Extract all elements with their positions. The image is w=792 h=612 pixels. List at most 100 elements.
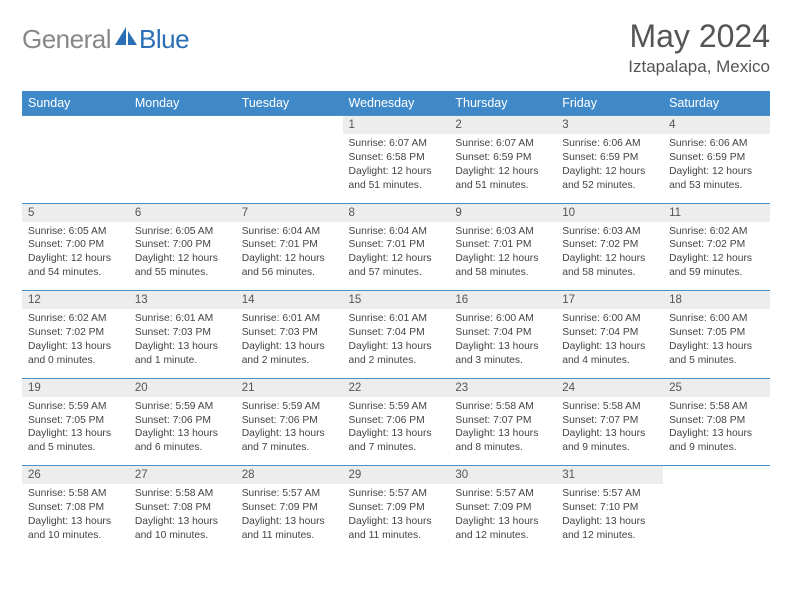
day-number-cell: 26 xyxy=(22,466,129,485)
sunrise-line: Sunrise: 5:59 AM xyxy=(349,400,444,414)
sunrise-line: Sunrise: 5:58 AM xyxy=(562,400,657,414)
day-number-cell: 22 xyxy=(343,378,450,397)
daylight-line: Daylight: 12 hours and 55 minutes. xyxy=(135,252,230,280)
sunrise-line: Sunrise: 5:57 AM xyxy=(349,487,444,501)
day-number-cell: 18 xyxy=(663,291,770,310)
sunset-line: Sunset: 7:02 PM xyxy=(562,238,657,252)
day-data-cell: Sunrise: 6:03 AMSunset: 7:02 PMDaylight:… xyxy=(556,222,663,291)
day-number-cell: 27 xyxy=(129,466,236,485)
sunrise-line: Sunrise: 6:03 AM xyxy=(455,225,550,239)
sunset-line: Sunset: 7:03 PM xyxy=(135,326,230,340)
sunrise-line: Sunrise: 6:04 AM xyxy=(349,225,444,239)
daylight-line: Daylight: 13 hours and 10 minutes. xyxy=(28,515,123,543)
day-number-cell: 4 xyxy=(663,116,770,135)
day-number-cell: 25 xyxy=(663,378,770,397)
day-number-cell: 5 xyxy=(22,203,129,222)
day-number-cell: 15 xyxy=(343,291,450,310)
day-number-cell: 3 xyxy=(556,116,663,135)
daylight-line: Daylight: 13 hours and 11 minutes. xyxy=(349,515,444,543)
daylight-line: Daylight: 13 hours and 10 minutes. xyxy=(135,515,230,543)
logo-text-gray: General xyxy=(22,24,111,55)
day-data-row: Sunrise: 6:02 AMSunset: 7:02 PMDaylight:… xyxy=(22,309,770,378)
daylight-line: Daylight: 13 hours and 9 minutes. xyxy=(562,427,657,455)
sunset-line: Sunset: 7:06 PM xyxy=(349,414,444,428)
daylight-line: Daylight: 13 hours and 9 minutes. xyxy=(669,427,764,455)
day-number-cell: 24 xyxy=(556,378,663,397)
sunrise-line: Sunrise: 6:01 AM xyxy=(135,312,230,326)
day-data-cell xyxy=(663,484,770,553)
sunset-line: Sunset: 7:04 PM xyxy=(455,326,550,340)
day-number-cell: 19 xyxy=(22,378,129,397)
sunrise-line: Sunrise: 5:58 AM xyxy=(28,487,123,501)
sunrise-line: Sunrise: 6:01 AM xyxy=(349,312,444,326)
day-number-cell: 9 xyxy=(449,203,556,222)
day-number-cell: 17 xyxy=(556,291,663,310)
daylight-line: Daylight: 12 hours and 53 minutes. xyxy=(669,165,764,193)
sunrise-line: Sunrise: 6:04 AM xyxy=(242,225,337,239)
daylight-line: Daylight: 12 hours and 51 minutes. xyxy=(349,165,444,193)
sunrise-line: Sunrise: 5:57 AM xyxy=(242,487,337,501)
sunset-line: Sunset: 7:07 PM xyxy=(455,414,550,428)
daylight-line: Daylight: 13 hours and 0 minutes. xyxy=(28,340,123,368)
sunset-line: Sunset: 7:01 PM xyxy=(242,238,337,252)
day-data-cell: Sunrise: 6:05 AMSunset: 7:00 PMDaylight:… xyxy=(22,222,129,291)
location-label: Iztapalapa, Mexico xyxy=(628,57,770,77)
logo-text-blue: Blue xyxy=(139,24,189,55)
daylight-line: Daylight: 12 hours and 57 minutes. xyxy=(349,252,444,280)
sunset-line: Sunset: 7:04 PM xyxy=(562,326,657,340)
sunset-line: Sunset: 7:06 PM xyxy=(135,414,230,428)
calendar-header: SundayMondayTuesdayWednesdayThursdayFrid… xyxy=(22,91,770,116)
daylight-line: Daylight: 13 hours and 5 minutes. xyxy=(28,427,123,455)
day-data-cell: Sunrise: 5:58 AMSunset: 7:08 PMDaylight:… xyxy=(22,484,129,553)
sunset-line: Sunset: 7:09 PM xyxy=(242,501,337,515)
day-number-cell: 21 xyxy=(236,378,343,397)
daylight-line: Daylight: 13 hours and 3 minutes. xyxy=(455,340,550,368)
day-data-cell: Sunrise: 6:06 AMSunset: 6:59 PMDaylight:… xyxy=(556,134,663,203)
day-number-cell: 12 xyxy=(22,291,129,310)
day-data-cell: Sunrise: 6:07 AMSunset: 6:59 PMDaylight:… xyxy=(449,134,556,203)
day-data-cell: Sunrise: 6:06 AMSunset: 6:59 PMDaylight:… xyxy=(663,134,770,203)
day-number-row: 12131415161718 xyxy=(22,291,770,310)
day-number-cell: 1 xyxy=(343,116,450,135)
day-data-cell: Sunrise: 5:59 AMSunset: 7:05 PMDaylight:… xyxy=(22,397,129,466)
daylight-line: Daylight: 12 hours and 58 minutes. xyxy=(562,252,657,280)
weekday-header: Friday xyxy=(556,91,663,116)
day-number-cell: 6 xyxy=(129,203,236,222)
day-number-cell xyxy=(129,116,236,135)
day-number-cell: 29 xyxy=(343,466,450,485)
day-data-cell: Sunrise: 5:57 AMSunset: 7:09 PMDaylight:… xyxy=(343,484,450,553)
calendar-table: SundayMondayTuesdayWednesdayThursdayFrid… xyxy=(22,91,770,553)
day-data-cell xyxy=(129,134,236,203)
daylight-line: Daylight: 12 hours and 54 minutes. xyxy=(28,252,123,280)
day-data-cell: Sunrise: 6:02 AMSunset: 7:02 PMDaylight:… xyxy=(663,222,770,291)
sunset-line: Sunset: 7:00 PM xyxy=(28,238,123,252)
logo-sail-icon xyxy=(115,27,137,45)
day-data-cell: Sunrise: 5:58 AMSunset: 7:07 PMDaylight:… xyxy=(556,397,663,466)
daylight-line: Daylight: 13 hours and 5 minutes. xyxy=(669,340,764,368)
day-number-cell: 11 xyxy=(663,203,770,222)
day-number-cell: 16 xyxy=(449,291,556,310)
day-data-cell: Sunrise: 5:59 AMSunset: 7:06 PMDaylight:… xyxy=(343,397,450,466)
day-data-cell: Sunrise: 5:57 AMSunset: 7:09 PMDaylight:… xyxy=(236,484,343,553)
daylight-line: Daylight: 13 hours and 4 minutes. xyxy=(562,340,657,368)
day-data-cell: Sunrise: 5:58 AMSunset: 7:07 PMDaylight:… xyxy=(449,397,556,466)
day-number-cell: 10 xyxy=(556,203,663,222)
sunrise-line: Sunrise: 6:00 AM xyxy=(669,312,764,326)
daylight-line: Daylight: 13 hours and 7 minutes. xyxy=(349,427,444,455)
sunset-line: Sunset: 6:59 PM xyxy=(562,151,657,165)
sunset-line: Sunset: 7:09 PM xyxy=(455,501,550,515)
sunset-line: Sunset: 7:05 PM xyxy=(28,414,123,428)
calendar-body: 12 34 Sunrise: 6:07 AMSunset: 6:58 PMDayl… xyxy=(22,116,770,553)
day-number-row: 567891011 xyxy=(22,203,770,222)
day-data-row: Sunrise: 5:58 AMSunset: 7:08 PMDaylight:… xyxy=(22,484,770,553)
day-number-cell xyxy=(22,116,129,135)
day-data-cell: Sunrise: 6:04 AMSunset: 7:01 PMDaylight:… xyxy=(236,222,343,291)
day-data-cell: Sunrise: 6:00 AMSunset: 7:05 PMDaylight:… xyxy=(663,309,770,378)
sunrise-line: Sunrise: 6:06 AM xyxy=(562,137,657,151)
day-data-cell: Sunrise: 6:03 AMSunset: 7:01 PMDaylight:… xyxy=(449,222,556,291)
weekday-header: Sunday xyxy=(22,91,129,116)
day-number-cell: 13 xyxy=(129,291,236,310)
sunrise-line: Sunrise: 6:02 AM xyxy=(669,225,764,239)
day-data-row: Sunrise: 6:07 AMSunset: 6:58 PMDaylight:… xyxy=(22,134,770,203)
weekday-header: Monday xyxy=(129,91,236,116)
